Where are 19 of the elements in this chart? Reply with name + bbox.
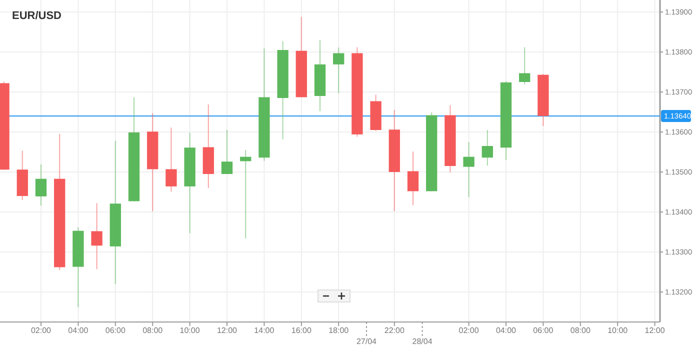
x-tick-label: 14:00	[254, 326, 275, 335]
x-tick-label: 10:00	[608, 326, 628, 335]
x-tick-label: 08:00	[570, 326, 591, 335]
x-tick-label: 02:00	[30, 326, 52, 335]
text: 27/04	[356, 337, 378, 345]
x-tick-label: 06:00	[533, 326, 554, 335]
x-tick-label: 12:00	[216, 326, 238, 335]
x-tick-label: 02:00	[458, 326, 480, 335]
x-tick-label: 04:00	[496, 326, 517, 335]
x-tick-label: 22:00	[384, 326, 405, 335]
x-tick-label: 04:00	[68, 326, 89, 335]
x-tick-label: 12:00	[644, 326, 666, 335]
x-tick-label: 18:00	[328, 326, 350, 335]
x-tick-label: 06:00	[105, 326, 126, 335]
x-tick-label: 08:00	[142, 326, 164, 335]
x-tick-label: 10:00	[180, 326, 200, 335]
text: 28/04	[412, 337, 433, 345]
x-tick-label: 16:00	[291, 326, 312, 335]
text: EUR/USD	[12, 10, 62, 22]
